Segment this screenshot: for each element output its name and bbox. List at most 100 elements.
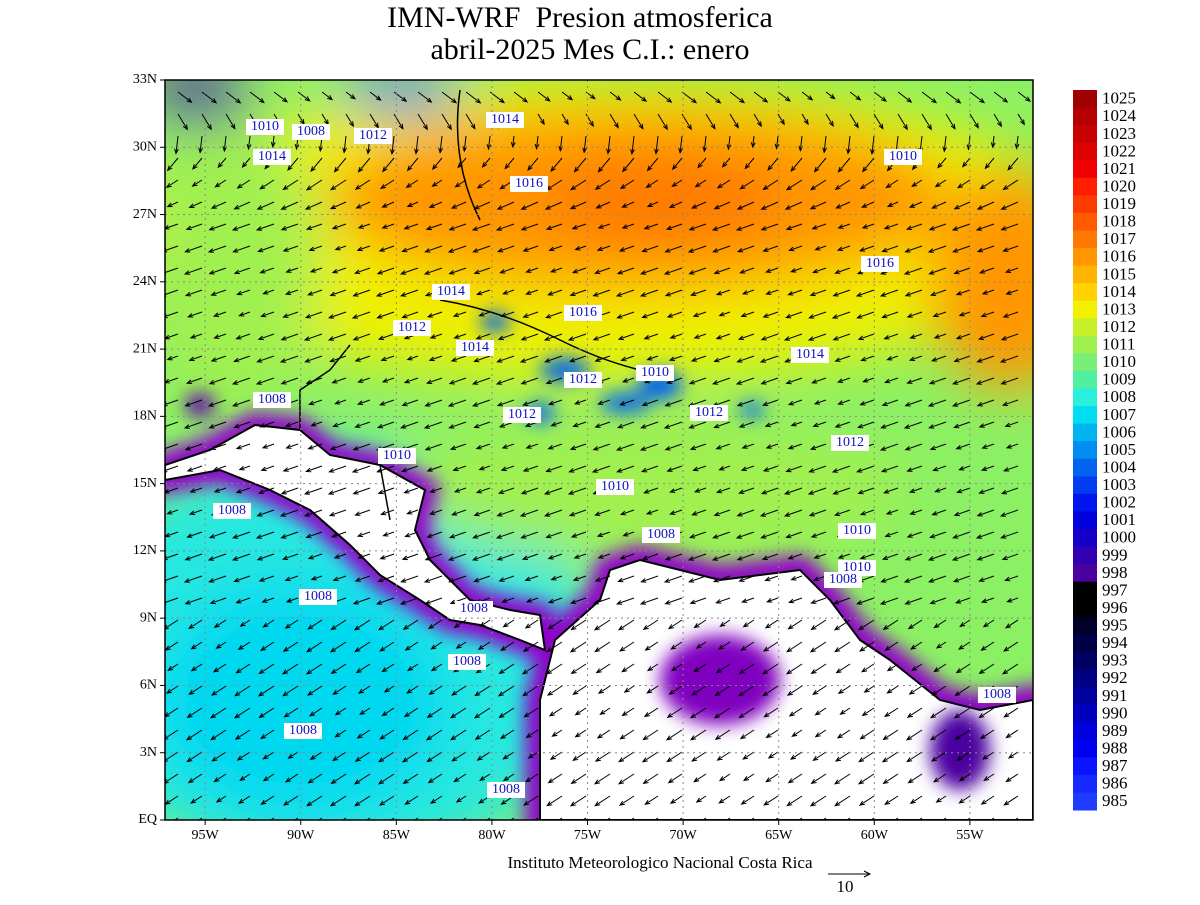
lon-tick-label: 80W [478,828,506,843]
contour-label: 1010 [843,560,871,575]
colorbar-cell [1073,792,1097,811]
lat-tick-label: 21N [133,341,157,356]
contour-label: 1008 [829,572,857,587]
colorbar-cell [1073,669,1097,688]
colorbar-cell [1073,248,1097,267]
colorbar-label: 990 [1102,703,1128,722]
colorbar-cell [1073,388,1097,407]
colorbar-label: 1006 [1102,422,1136,441]
contour-label-bg [448,654,486,670]
contour-label-bg [299,589,337,605]
colorbar-cell [1073,634,1097,653]
reference-arrow-head [863,870,872,878]
contour-label: 1010 [843,523,871,538]
colorbar-label: 1013 [1102,299,1136,318]
lon-tick-label: 65W [765,828,793,843]
colorbar-label: 998 [1102,563,1128,582]
colorbar-cell [1073,564,1097,583]
contour-label: 1008 [297,124,325,139]
colorbar-cell [1073,651,1097,671]
contour-label: 1010 [251,119,279,134]
colorbar-label: 1015 [1102,264,1136,283]
colorbar-cell [1073,757,1097,776]
contour-label-bg [564,372,602,388]
contour-label: 1010 [601,479,629,494]
contour-label-bg [432,284,470,300]
colorbar-label: 1024 [1102,106,1137,125]
colorbar-cell [1073,722,1097,741]
colorbar-cell [1073,353,1097,372]
colorbar-label: 994 [1102,633,1128,652]
contour-label: 1012 [695,405,723,420]
contour-label-bg [284,723,322,739]
colorbar-cell [1073,423,1097,442]
colorbar-cell [1073,212,1097,231]
colorbar-cell [1073,546,1097,565]
contour-label-bg [884,149,922,165]
lat-tick-label: 27N [133,207,157,222]
colorbar-label: 997 [1102,580,1128,599]
contour-label-bg [861,256,899,272]
colorbar-label: 1022 [1102,141,1136,160]
colorbar-cell [1073,265,1097,284]
contour-label: 1012 [398,320,426,335]
colorbar-label: 1025 [1102,89,1136,108]
contour-label: 1014 [437,284,465,299]
contour-label-bg [456,340,494,356]
title: IMN-WRF Presion atmosferica [387,1,773,34]
colorbar-cell [1073,160,1097,179]
contour-label-bg [253,392,291,408]
contour-label-bg [213,503,251,519]
colorbar-label: 985 [1102,791,1128,810]
colorbar-label: 999 [1102,545,1128,564]
lat-tick-label: 18N [133,409,157,424]
lat-tick-label: 3N [140,745,157,760]
reference-vector-label: 10 [837,877,854,896]
colorbar-cell [1073,476,1097,495]
colorbar-cell [1073,370,1097,390]
colorbar-cell [1073,581,1097,600]
contour-label: 1012 [359,128,387,143]
contour-label: 1008 [983,687,1011,702]
colorbar-label: 992 [1102,668,1128,687]
contour-label: 1008 [258,392,286,407]
contour-label-bg [503,407,541,423]
contour-label-bg [487,782,525,798]
colorbar-cell [1073,616,1097,635]
colorbar-label: 1009 [1102,370,1136,389]
lon-tick-label: 90W [287,828,315,843]
colorbar-label: 1003 [1102,475,1136,494]
colorbar-cell [1073,493,1097,512]
colorbar-label: 1020 [1102,176,1136,195]
contour-label-bg [253,149,291,165]
colorbar-cell [1073,774,1097,793]
contour-label-bg [455,601,493,617]
colorbar-label: 1019 [1102,194,1136,213]
colorbar-label: 995 [1102,616,1128,635]
colorbar-cell [1073,406,1097,425]
colorbar-cell [1073,335,1097,354]
colorbar-label: 1000 [1102,528,1136,547]
colorbar-label: 1008 [1102,387,1136,406]
colorbar-label: 993 [1102,651,1128,670]
lat-tick-label: 12N [133,543,157,558]
lon-tick-label: 85W [383,828,411,843]
contour-label: 1008 [218,503,246,518]
colorbar-cell [1073,704,1097,723]
colorbar-label: 1011 [1102,335,1135,354]
contour-label-bg [824,572,862,588]
colorbar-label: 986 [1102,774,1128,793]
contour-label-bg [354,128,392,144]
colorbar-cell [1073,318,1097,337]
colorbar-cell [1073,441,1097,460]
contour-label: 1016 [866,256,894,271]
colorbar-label: 1012 [1102,317,1136,336]
lon-tick-label: 95W [192,828,220,843]
contour-label: 1014 [461,340,489,355]
colorbar-label: 988 [1102,738,1128,757]
contour-label: 1010 [641,365,669,380]
contour-label-bg [564,305,602,321]
colorbar-cell [1073,230,1097,249]
map-field [165,80,1033,820]
contour-label-bg [978,687,1016,703]
